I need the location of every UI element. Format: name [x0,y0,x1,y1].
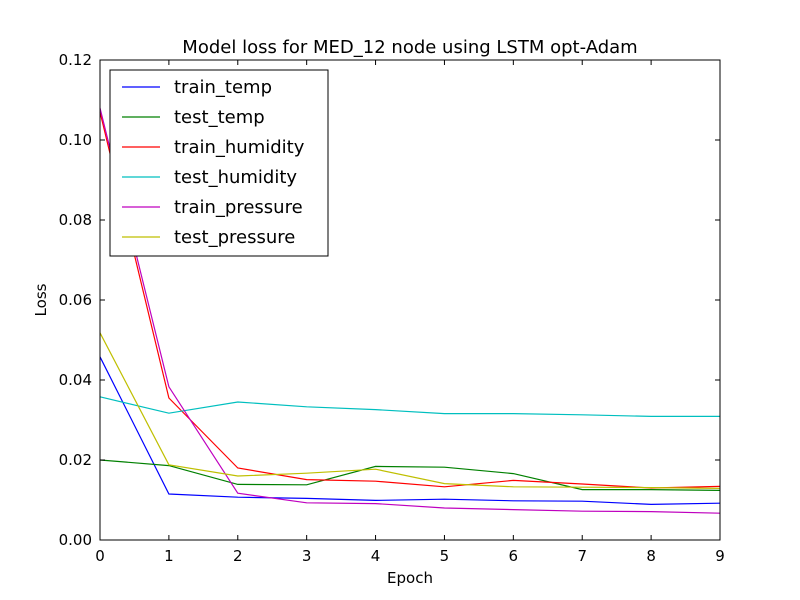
series-group [99,107,721,514]
x-tick-label: 7 [577,547,587,565]
chart-title: Model loss for MED_12 node using LSTM op… [182,37,637,58]
series-line-test_pressure [99,332,721,489]
x-tick-label: 4 [371,547,381,565]
x-axis-label: Epoch [387,569,433,587]
series-line-train_humidity [99,111,721,489]
x-tick-label: 0 [95,547,105,565]
x-tick-label: 5 [440,547,450,565]
y-tick-label: 0.02 [59,451,92,469]
y-axis-label: Loss [32,283,50,316]
tick-group: 0 1 2 3 4 5 6 7 8 9 0.00 0.02 0.04 0.06 0.08 0.10 0.12 [59,51,725,565]
legend: train_temp test_temp train_humidity test_hu… [109,69,329,257]
legend-label-train_temp: train_temp [174,77,272,98]
legend-box [109,69,329,257]
legend-label-test_pressure: test_pressure [174,227,295,248]
series-line-train_temp [99,356,721,506]
y-tick-label: 0.12 [59,51,92,69]
y-tick-label: 0.04 [59,371,92,389]
y-tick-label: 0.06 [59,291,92,309]
x-tick-label: 8 [646,547,656,565]
y-tick-label: 0.08 [59,211,92,229]
legend-label-train_humidity: train_humidity [174,137,305,158]
x-tick-label: 2 [233,547,243,565]
y-tick-label: 0.10 [59,131,92,149]
x-tick-label: 6 [509,547,519,565]
series-line-test_temp [99,459,721,491]
x-tick-label: 1 [164,547,174,565]
y-tick-label: 0.00 [59,531,92,549]
legend-label-test_humidity: test_humidity [174,167,297,188]
legend-label-test_temp: test_temp [174,107,265,128]
legend-label-train_pressure: train_pressure [174,197,303,218]
series-line-train_pressure [99,107,721,514]
series-line-test_humidity [99,396,720,417]
x-tick-label: 9 [715,547,725,565]
x-tick-label: 3 [302,547,312,565]
